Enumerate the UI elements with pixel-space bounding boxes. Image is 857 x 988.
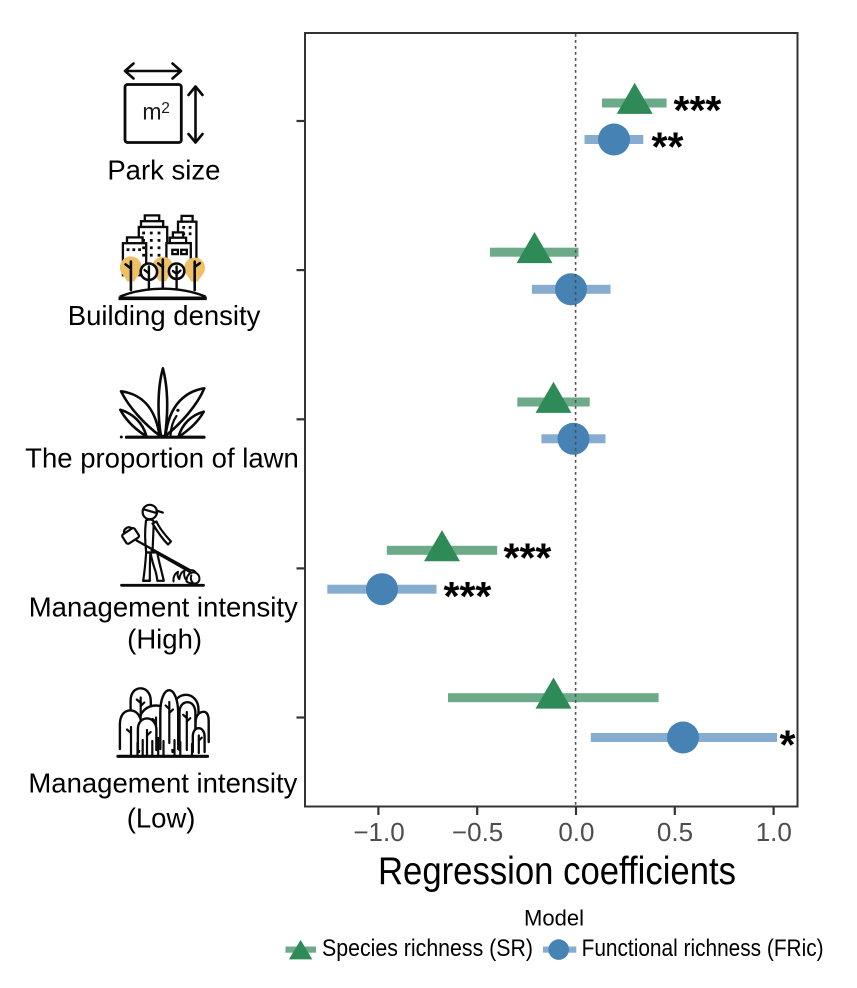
svg-text:Park size: Park size <box>107 154 220 185</box>
svg-text:Management intensity: Management intensity <box>29 592 298 623</box>
svg-text:Model: Model <box>524 906 584 931</box>
svg-text:m: m <box>142 99 161 125</box>
svg-text:−0.5: −0.5 <box>452 817 503 847</box>
svg-text:***: *** <box>444 573 492 619</box>
svg-text:0.5: 0.5 <box>657 817 693 847</box>
svg-text:−1.0: −1.0 <box>353 817 404 847</box>
svg-text:The proportion of lawn: The proportion of lawn <box>25 442 299 473</box>
svg-text:***: *** <box>674 87 722 133</box>
svg-text:Functional richness (FRic): Functional richness (FRic) <box>582 935 824 962</box>
svg-text:*: * <box>780 722 796 768</box>
svg-text:**: ** <box>652 124 684 170</box>
svg-text:1.0: 1.0 <box>756 817 792 847</box>
svg-text:(Low): (Low) <box>127 803 196 834</box>
svg-text:(High): (High) <box>127 624 202 655</box>
svg-text:0.0: 0.0 <box>558 817 594 847</box>
svg-text:Regression coefficients: Regression coefficients <box>378 850 736 893</box>
svg-text:Species richness (SR): Species richness (SR) <box>322 935 533 962</box>
svg-text:***: *** <box>504 534 552 580</box>
svg-text:Building density: Building density <box>68 300 261 331</box>
svg-text:2: 2 <box>161 100 170 117</box>
svg-text:Management intensity: Management intensity <box>28 768 297 799</box>
